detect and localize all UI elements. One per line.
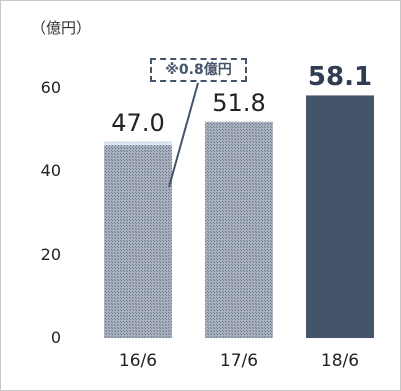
annotation-callout-box: ※0.8億円 <box>150 58 247 82</box>
y-tick-label: 0 <box>50 328 61 347</box>
x-category-label: 16/6 <box>118 351 158 371</box>
bar-16-6 <box>104 141 172 338</box>
bar-18-6 <box>306 95 374 339</box>
x-category-label: 18/6 <box>320 351 360 371</box>
annotation-leader-line <box>168 82 199 188</box>
bar-annotated-segment <box>104 141 172 146</box>
x-category-label: 17/6 <box>219 351 259 371</box>
y-tick-label: 20 <box>40 244 61 264</box>
y-tick-label: 40 <box>40 161 61 180</box>
bar-17-6 <box>205 121 273 338</box>
y-tick-label: 60 <box>40 77 61 97</box>
bar-value-label: 47.0 <box>111 108 165 137</box>
bar-value-label: 58.1 <box>307 62 373 93</box>
bar-value-label: 51.8 <box>212 88 266 117</box>
y-axis-unit-label: （億円） <box>31 19 92 37</box>
